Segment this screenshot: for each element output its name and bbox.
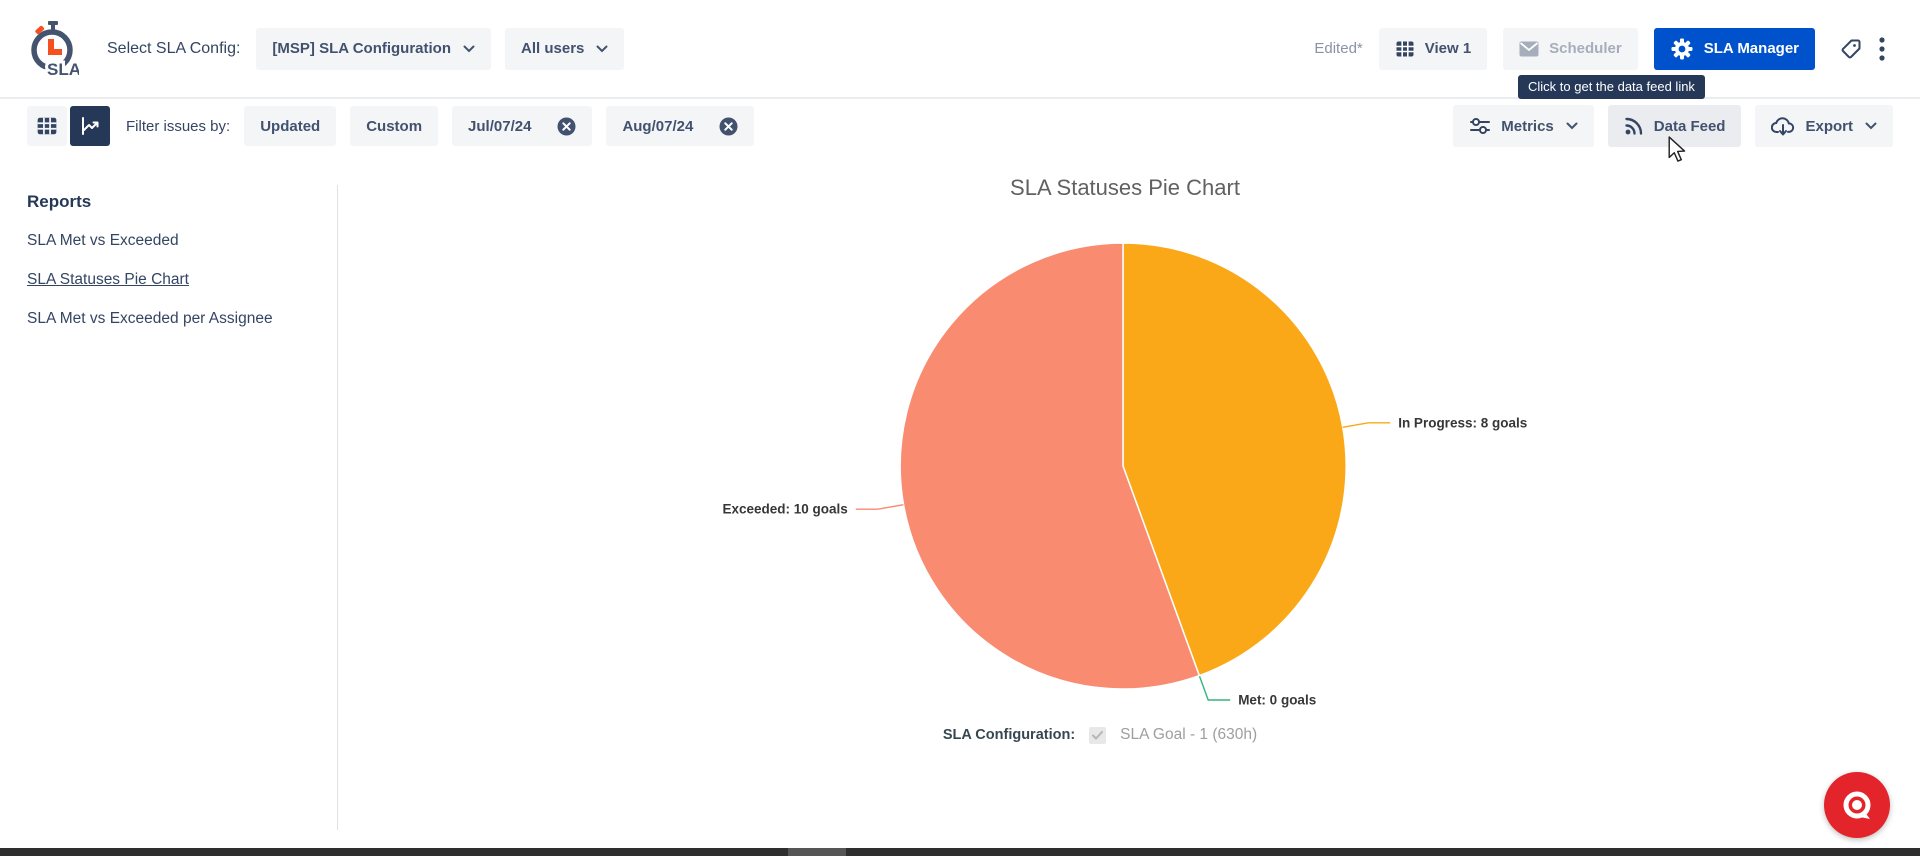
tag-button[interactable] [1831,28,1871,70]
pie-leader-line-met [1198,675,1231,701]
chevron-down-icon [1865,122,1877,130]
data-feed-button[interactable]: Data Feed [1607,105,1742,147]
sidebar-item-sla-met-vs-exceeded[interactable]: SLA Met vs Exceeded [27,232,179,249]
sla-app-logo: SLA [31,20,79,78]
logo-text: SLA [47,60,79,78]
data-feed-tooltip: Click to get the data feed link [1518,75,1705,99]
sidebar-title: Reports [27,192,92,211]
sla-statuses-pie-chart: In Progress: 8 goals Met: 0 goals Exceeded… [722,242,1527,708]
filter-custom-chip[interactable]: Custom [350,106,439,146]
sidebar-divider [337,185,338,830]
date-from-chip[interactable]: Jul/07/24 [452,106,593,146]
chart-view-toggle[interactable] [70,106,110,146]
scheduler-button-label: Scheduler [1549,40,1622,57]
date-to-chip[interactable]: Aug/07/24 [606,106,755,146]
scrollbar-thumb[interactable] [788,848,846,856]
more-menu-button[interactable] [1871,28,1893,70]
pie-label-met: Met: 0 goals [1238,693,1316,708]
metrics-label: Metrics [1501,117,1554,135]
users-select[interactable]: All users [505,27,625,70]
date-from-value: Jul/07/24 [468,117,532,135]
chart-legend: SLA Configuration: SLA Goal - 1 (630h) [700,726,1500,744]
chat-target-icon [1843,791,1871,819]
table-view-icon [1396,41,1414,56]
envelope-icon [1519,41,1539,56]
export-label: Export [1805,117,1853,135]
chevron-down-icon [596,45,608,52]
sidebar-item-sla-met-vs-exceeded-per-assignee[interactable]: SLA Met vs Exceeded per Assignee [27,310,273,327]
horizontal-scrollbar[interactable] [0,848,1920,856]
pie-slice-exceeded[interactable] [899,242,1201,690]
check-icon [1092,730,1104,739]
cloud-download-icon [1771,117,1795,136]
table-view-toggle[interactable] [27,106,67,146]
clear-date-from-icon[interactable] [557,117,576,136]
metrics-button[interactable]: Metrics [1453,105,1594,147]
pie-leader-line-exceeded [855,504,904,510]
filter-custom-label: Custom [366,117,423,135]
chevron-down-icon [1566,122,1578,130]
gear-icon [1671,38,1693,59]
filter-updated-chip[interactable]: Updated [244,106,337,146]
sla-manager-button[interactable]: SLA Manager [1653,27,1815,70]
view-button-label: View 1 [1424,40,1472,57]
sla-config-select[interactable]: [MSP] SLA Configuration [256,27,492,70]
edited-status: Edited* [1314,40,1363,57]
pie-label-exceeded: Exceeded: 10 goals [722,502,847,517]
sla-config-value: [MSP] SLA Configuration [272,40,452,57]
filter-toolbar: Filter issues by: Updated Custom Jul/07/… [0,97,1920,153]
filter-updated-label: Updated [260,117,321,135]
scheduler-button[interactable]: Scheduler [1503,27,1638,70]
chart-title: SLA Statuses Pie Chart [1010,175,1240,200]
clear-date-to-icon[interactable] [719,117,738,136]
pie-label-in-progress: In Progress: 8 goals [1398,415,1527,430]
select-config-label: Select SLA Config: [107,39,241,57]
legend-option: SLA Goal - 1 (630h) [1120,726,1258,743]
tag-icon [1841,39,1861,58]
grid-view-icon [37,117,57,135]
chevron-down-icon [463,45,475,52]
users-value: All users [521,40,585,57]
live-chat-button[interactable] [1824,772,1890,838]
rss-icon [1625,117,1642,135]
data-feed-label: Data Feed [1653,117,1726,135]
legend-label: SLA Configuration: [942,727,1076,743]
legend-checkbox[interactable] [1089,726,1107,744]
sliders-icon [1470,118,1491,134]
export-button[interactable]: Export [1755,105,1893,147]
pie-leader-line-in-progress [1342,422,1391,428]
date-to-value: Aug/07/24 [622,117,694,135]
kebab-menu-icon [1879,36,1885,61]
chart-line-icon [82,117,99,135]
sidebar-item-sla-statuses-pie-chart[interactable]: SLA Statuses Pie Chart [27,271,189,288]
view-button[interactable]: View 1 [1378,27,1488,70]
reports-sidebar: Reports SLA Met vs Exceeded SLA Statuses… [27,192,317,349]
sla-manager-label: SLA Manager [1703,40,1799,57]
filter-issues-label: Filter issues by: [126,117,231,135]
app-header: SLA Select SLA Config: [MSP] SLA Configu… [0,0,1920,97]
